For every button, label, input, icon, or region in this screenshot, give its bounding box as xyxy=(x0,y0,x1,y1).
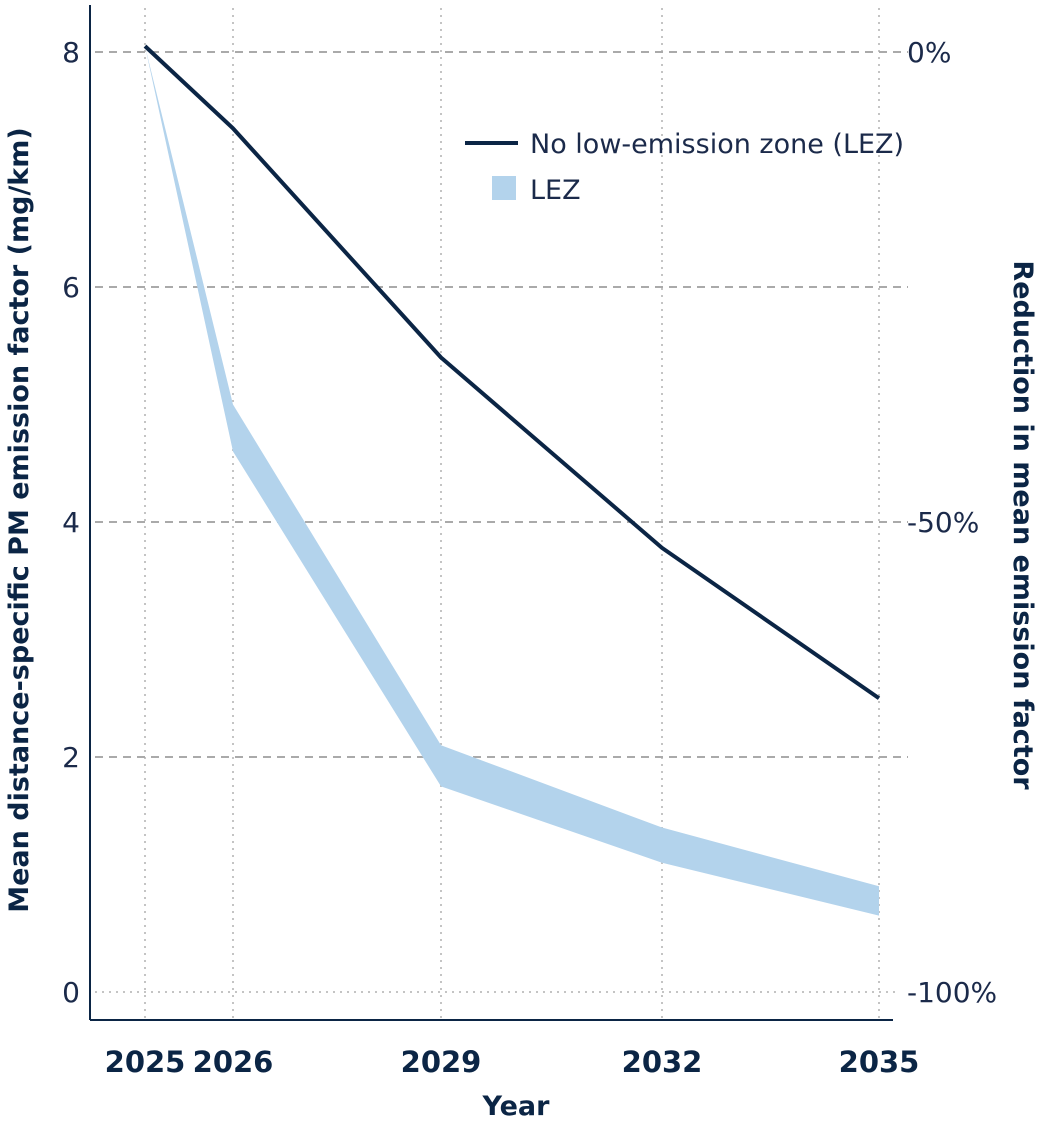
y2-tick-label-1: -50% xyxy=(907,506,979,539)
y-axis-label: Mean distance-specific PM emission facto… xyxy=(4,127,35,913)
x-tick-labels: 2025 2026 2029 2032 2035 xyxy=(105,1045,920,1079)
x-tick-label-2032: 2032 xyxy=(622,1045,703,1079)
y-tick-labels: 0 2 4 6 8 xyxy=(62,36,80,1009)
y2-tick-labels: 0% -50% -100% xyxy=(907,36,997,1009)
y2-tick-label-0: 0% xyxy=(907,36,951,69)
x-tick-label-2026: 2026 xyxy=(193,1045,274,1079)
legend-label-no-lez: No low-emission zone (LEZ) xyxy=(530,129,904,160)
x-tick-label-2029: 2029 xyxy=(401,1045,482,1079)
x-axis-label: Year xyxy=(482,1091,551,1122)
y-tick-label-8: 8 xyxy=(62,36,80,69)
axes xyxy=(89,5,893,1021)
legend: No low-emission zone (LEZ) LEZ xyxy=(465,129,904,206)
no-lez-line xyxy=(143,44,881,700)
x-tick-label-2035: 2035 xyxy=(839,1045,920,1079)
y2-axis-label: Reduction in mean emission factor xyxy=(1007,260,1038,790)
no-lez-line-layer xyxy=(143,44,881,700)
legend-label-lez: LEZ xyxy=(530,175,581,206)
y-tick-label-2: 2 xyxy=(62,741,80,774)
y-tick-label-6: 6 xyxy=(62,271,80,304)
legend-band-swatch-lez xyxy=(492,176,516,200)
y2-tick-label-2: -100% xyxy=(907,976,997,1009)
grid-lines xyxy=(95,8,908,1020)
x-tick-label-2025: 2025 xyxy=(105,1045,186,1079)
y-tick-label-0: 0 xyxy=(62,976,80,1009)
y-tick-label-4: 4 xyxy=(62,506,80,539)
